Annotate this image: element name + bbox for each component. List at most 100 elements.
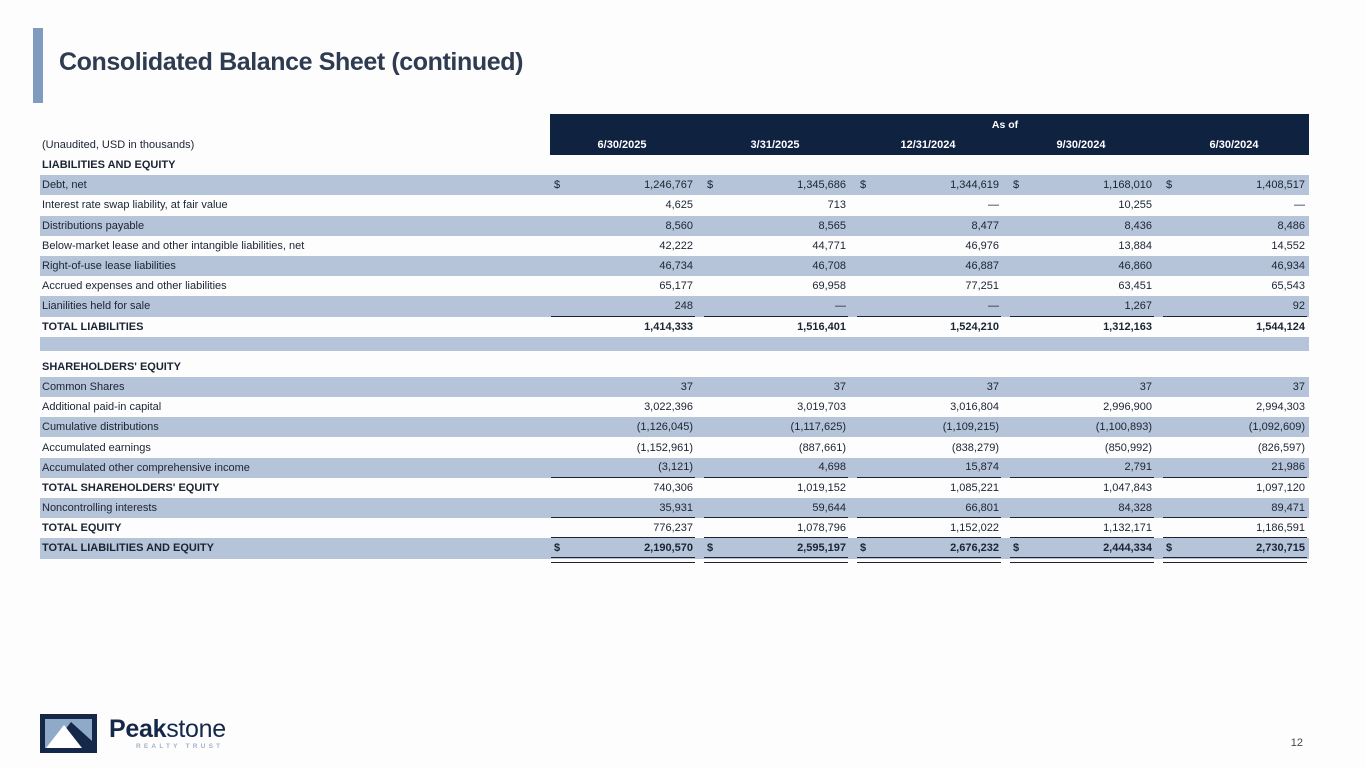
value-cell: 59,644 [704,498,848,519]
table-row: Accumulated earnings (1,152,961) (887,661)… [40,437,1309,457]
value-cell: $2,595,197 [704,538,848,563]
value-cell: 1,186,591 [1163,518,1307,539]
column-header-date: 3/31/2025 [750,139,800,151]
value-cell: (1,126,045) [551,417,695,437]
table-row: Noncontrolling interests 35,931 59,644 66,8… [40,498,1309,519]
value-cell: 46,934 [1163,256,1307,276]
cell-value: 46,887 [965,260,999,273]
cell-value: 65,543 [1271,280,1305,293]
value-cell: 37 [857,377,1001,397]
row-label: Lianilities held for sale [42,300,151,313]
cell-value: 713 [827,199,846,212]
cell-value: (3,121) [658,461,693,474]
value-cell: 65,543 [1163,276,1307,296]
cell-value: 2,996,900 [1103,401,1152,414]
cell-value: 84,328 [1118,501,1152,514]
cell-value: 1,168,010 [1103,179,1152,192]
column-header-date: 6/30/2025 [597,139,647,151]
value-cell: 1,312,163 [1010,317,1154,337]
table-row: Interest rate swap liability, at fair va… [40,195,1309,215]
value-cell: 4,698 [704,458,848,478]
value-cell: 4,625 [551,195,695,215]
cell-value: 37 [1292,380,1305,393]
value-cell: 1,019,152 [704,478,848,498]
table-row: TOTAL LIABILITIES AND EQUITY $2,190,570 $2… [40,538,1309,563]
value-cell: 63,451 [1010,276,1154,296]
spacer-row [40,336,1309,351]
cell-value: — [1294,199,1305,212]
cell-value: 740,306 [653,481,693,494]
table-row: Lianilities held for sale 248 — — 1,267 92 [40,296,1309,317]
cell-value: (1,152,961) [636,441,693,454]
cell-value: (1,109,215) [942,421,999,434]
page-number: 12 [1290,737,1303,749]
dollar-sign: $ [707,179,714,192]
cell-value: 248 [674,299,693,312]
value-cell: 77,251 [857,276,1001,296]
value-cell: 1,085,221 [857,478,1001,498]
dollar-sign: $ [554,179,561,192]
table-header: (Unaudited, USD in thousands) As of 6/30… [40,114,1309,155]
cell-value: 1,408,517 [1256,179,1305,192]
value-cell: (1,117,625) [704,417,848,437]
cell-value: 10,255 [1118,199,1152,212]
cell-value: 65,177 [659,280,693,293]
row-label: TOTAL LIABILITIES AND EQUITY [42,542,214,555]
cell-value: — [835,299,846,312]
dollar-sign: $ [707,542,714,555]
cell-value: 37 [986,380,999,393]
unaudited-note: (Unaudited, USD in thousands) [42,139,195,151]
value-cell: 46,734 [551,256,695,276]
cell-value: (838,279) [951,441,999,454]
logo-wordmark: Peakstone [109,716,226,742]
cell-value: 21,986 [1271,461,1305,474]
value-cell: — [704,296,848,317]
table-row: TOTAL EQUITY 776,237 1,078,796 1,152,022 1,1… [40,518,1309,539]
value-cell: 3,022,396 [551,397,695,417]
cell-value: (850,992) [1104,441,1152,454]
cell-value: (1,117,625) [790,421,846,434]
value-cell: (1,092,609) [1163,417,1307,437]
cell-value: 8,486 [1277,219,1305,232]
value-cell: 8,565 [704,216,848,236]
logo-text: Peakstone REALTY TRUST [109,716,226,750]
value-cell: 15,874 [857,458,1001,478]
value-cell: 35,931 [551,498,695,519]
cell-value: 3,016,804 [950,401,999,414]
row-label: Additional paid-in capital [42,401,162,414]
table-header-bar: As of 6/30/2025 3/31/2025 12/31/2024 9/30/2… [550,114,1309,155]
row-label: Below-market lease and other intangible … [42,239,305,252]
cell-value: — [988,199,999,212]
value-cell: 10,255 [1010,195,1154,215]
value-cell: 3,016,804 [857,397,1001,417]
value-cell: 740,306 [551,478,695,498]
value-cell: 1,414,333 [551,317,695,337]
dollar-sign: $ [1013,179,1020,192]
value-cell: 8,477 [857,216,1001,236]
logo-word-stone: stone [166,715,226,743]
value-cell: (1,109,215) [857,417,1001,437]
as-of-label: As of [991,119,1019,131]
value-cell: 1,524,210 [857,317,1001,337]
value-cell: $2,676,232 [857,538,1001,563]
value-cell: — [857,296,1001,317]
value-cell: 3,019,703 [704,397,848,417]
value-cell: 46,976 [857,236,1001,256]
value-cell: 1,152,022 [857,518,1001,539]
cell-value: 46,976 [965,239,999,252]
row-label: Right-of-use lease liabilities [42,260,176,273]
cell-value: (1,126,045) [636,421,693,434]
cell-value: 1,186,591 [1256,521,1305,534]
cell-value: 2,444,334 [1103,542,1152,555]
table-row: Additional paid-in capital 3,022,396 3,019… [40,397,1309,417]
value-cell: $1,344,619 [857,175,1001,195]
table-row: TOTAL SHAREHOLDERS' EQUITY 740,306 1,019,1… [40,478,1309,498]
row-label: TOTAL SHAREHOLDERS' EQUITY [42,481,220,494]
value-cell: 8,436 [1010,216,1154,236]
cell-value: 8,560 [665,219,693,232]
value-cell: 2,994,303 [1163,397,1307,417]
cell-value: 8,565 [818,219,846,232]
value-cell: 8,560 [551,216,695,236]
value-cell: 21,986 [1163,458,1307,478]
